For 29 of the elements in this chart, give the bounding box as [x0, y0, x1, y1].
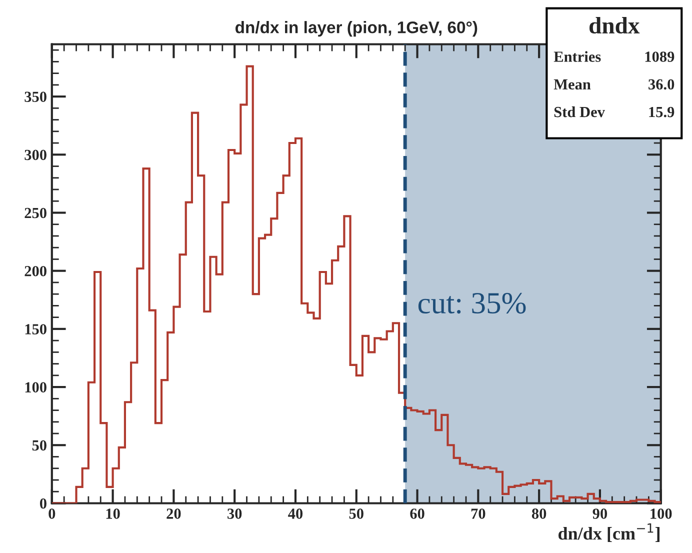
- x-tick-label: 10: [106, 508, 120, 519]
- y-tick-label: 150: [25, 324, 46, 334]
- annotation: Std Dev: [554, 106, 605, 118]
- x-tick-label: 90: [592, 508, 608, 519]
- annotation: Entries: [554, 51, 601, 62]
- x-tick-label: 40: [288, 508, 303, 519]
- y-tick-label: 100: [25, 382, 46, 392]
- x-tick-label: 50: [349, 508, 364, 519]
- y-tick-label: 250: [24, 208, 46, 218]
- y-tick-label: 350: [24, 92, 46, 102]
- y-tick-label: 300: [24, 150, 46, 160]
- annotation: Mean: [554, 79, 591, 90]
- x-tick-label: 30: [228, 508, 242, 519]
- annotation: 1089: [645, 52, 674, 62]
- x-tick-label: 0: [48, 508, 56, 519]
- x-tick-label: 70: [471, 508, 486, 519]
- y-tick-label: 200: [24, 266, 46, 276]
- y-tick-label: 50: [32, 440, 46, 451]
- y-tick-label: 0: [40, 498, 46, 509]
- text: dndx: [590, 16, 640, 34]
- chart-title: dn/dx in layer (pion, 1GeV, 60°): [235, 21, 478, 37]
- x-tick-label: 100: [650, 508, 672, 519]
- band-label: cut: 35%: [418, 292, 526, 314]
- x-tick-label: 80: [532, 508, 546, 519]
- annotation: 36.0: [648, 79, 674, 90]
- annotation: 15.9: [649, 106, 674, 118]
- x-axis-title: dn/dx [cm$^{−1}$]: [558, 523, 660, 542]
- x-tick-label: 20: [166, 508, 181, 519]
- x-tick-label: 60: [410, 508, 424, 519]
